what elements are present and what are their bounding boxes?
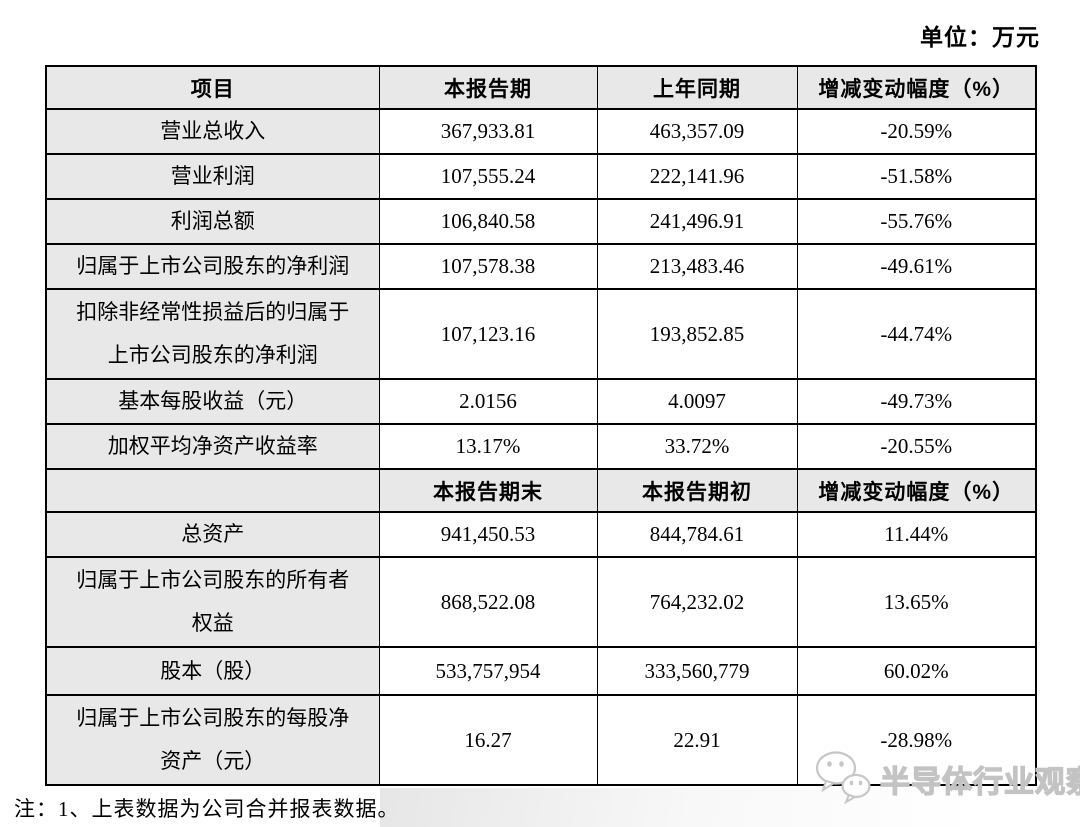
table-row: 归属于上市公司股东的所有者 权益 868,522.08 764,232.02 1… [45,556,1037,649]
table-row: 利润总额 106,840.58 241,496.91 -55.76% [45,198,1037,246]
cell-label: 营业总收入 [45,107,380,156]
table-row: 营业总收入 367,933.81 463,357.09 -20.59% [45,107,1037,156]
cell-label: 股本（股） [45,646,380,697]
cell-prior: 222,141.96 [596,153,798,201]
cell-label: 扣除非经常性损益后的归属于 上市公司股东的净利润 [45,288,380,381]
column-header-prior: 本报告期初 [596,468,798,514]
cell-prior: 333,560,779 [596,646,798,697]
column-header-change: 增减变动幅度（%） [796,65,1037,110]
cell-prior: 241,496.91 [596,198,798,246]
cell-prior: 22.91 [596,694,798,787]
cell-current: 367,933.81 [378,107,598,156]
watermark-label: 半导体行业观察 [879,765,1080,799]
cell-label: 归属于上市公司股东的净利润 [45,243,380,291]
column-header-item [45,468,380,514]
cell-current: 107,578.38 [378,243,598,291]
cell-label: 营业利润 [45,153,380,201]
cell-current: 2.0156 [378,378,598,426]
column-header-change: 增减变动幅度（%） [796,468,1037,514]
column-header-current: 本报告期 [378,65,598,110]
table-row: 归属于上市公司股东的净利润 107,578.38 213,483.46 -49.… [45,243,1037,291]
table-row: 加权平均净资产收益率 13.17% 33.72% -20.55% [45,423,1037,471]
cell-label: 总资产 [45,511,380,559]
cell-prior: 213,483.46 [596,243,798,291]
cell-current: 16.27 [378,694,598,787]
cell-change: -49.61% [796,243,1037,291]
cell-change: -51.58% [796,153,1037,201]
cell-prior: 463,357.09 [596,107,798,156]
cell-prior: 4.0097 [596,378,798,426]
column-header-item: 项目 [45,65,380,110]
cell-current: 941,450.53 [378,511,598,559]
cell-current: 106,840.58 [378,198,598,246]
footnote: 注：1、上表数据为公司合并报表数据。 [14,797,400,821]
cell-prior: 193,852.85 [596,288,798,381]
cell-current: 13.17% [378,423,598,471]
cell-change: 13.65% [796,556,1037,649]
cell-current: 107,123.16 [378,288,598,381]
cell-change: -55.76% [796,198,1037,246]
cell-current: 107,555.24 [378,153,598,201]
cell-label: 归属于上市公司股东的每股净 资产（元） [45,694,380,787]
table-header-row: 本报告期末 本报告期初 增减变动幅度（%） [45,468,1037,514]
table-row: 营业利润 107,555.24 222,141.96 -51.58% [45,153,1037,201]
table-header-row: 项目 本报告期 上年同期 增减变动幅度（%） [45,65,1037,110]
table-row: 基本每股收益（元） 2.0156 4.0097 -49.73% [45,378,1037,426]
cell-current: 868,522.08 [378,556,598,649]
column-header-current: 本报告期末 [378,468,598,514]
cell-change: 11.44% [796,511,1037,559]
cell-label: 基本每股收益（元） [45,378,380,426]
watermark: 半导体行业观察 [812,748,1080,809]
cell-change: 60.02% [796,646,1037,697]
cell-prior: 764,232.02 [596,556,798,649]
table-row: 扣除非经常性损益后的归属于 上市公司股东的净利润 107,123.16 193,… [45,288,1037,381]
wechat-icon [812,748,874,809]
cell-label: 加权平均净资产收益率 [45,423,380,471]
cell-current: 533,757,954 [378,646,598,697]
column-header-prior: 上年同期 [596,65,798,110]
cell-prior: 33.72% [596,423,798,471]
cell-prior: 844,784.61 [596,511,798,559]
table-row: 股本（股） 533,757,954 333,560,779 60.02% [45,646,1037,697]
table-row: 总资产 941,450.53 844,784.61 11.44% [45,511,1037,559]
cell-change: -49.73% [796,378,1037,426]
cell-label: 利润总额 [45,198,380,246]
unit-label: 单位：万元 [920,24,1040,50]
cell-change: -20.59% [796,107,1037,156]
cell-change: -44.74% [796,288,1037,381]
cell-label: 归属于上市公司股东的所有者 权益 [45,556,380,649]
financial-summary-table: 项目 本报告期 上年同期 增减变动幅度（%） 营业总收入 367,933.81 … [45,65,1037,787]
cell-change: -20.55% [796,423,1037,471]
